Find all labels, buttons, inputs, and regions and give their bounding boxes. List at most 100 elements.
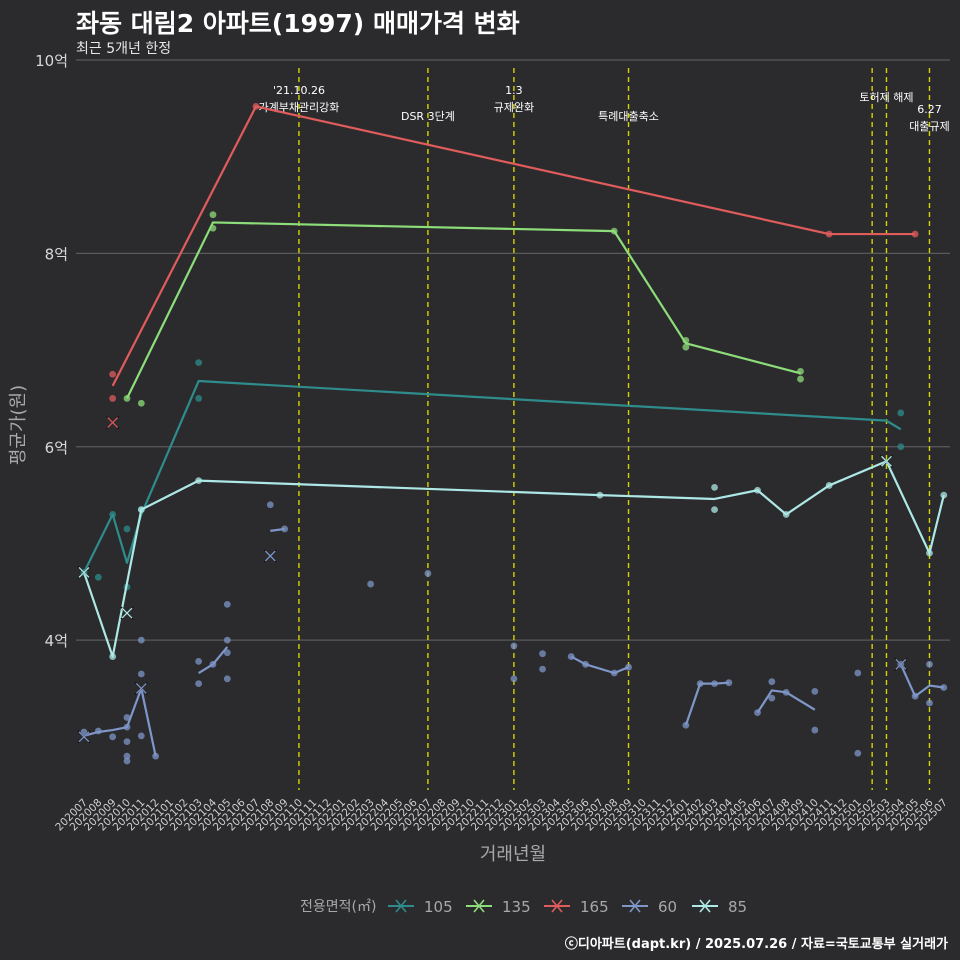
point-60-8 — [137, 670, 145, 678]
legend-key-cross-b — [473, 899, 485, 913]
event-label-202506-0: 6.27 — [917, 103, 942, 116]
series-85 — [77, 454, 948, 660]
cross-165-0 — [106, 416, 120, 430]
legend-item-165: 165 — [544, 898, 609, 916]
y-tick-label-0: 4억 — [45, 632, 68, 650]
cross-stroke-d — [78, 566, 90, 578]
point-60-26 — [539, 665, 546, 673]
event-label-202506-1: 대출규제 — [909, 120, 949, 133]
event-label-202503-0: 토허제 해제 — [859, 90, 913, 104]
cross-stroke-d — [264, 550, 276, 562]
cross-60-1 — [134, 681, 148, 696]
point-60-17 — [223, 649, 231, 657]
point-60-34 — [725, 679, 733, 687]
point-60-21 — [367, 580, 374, 588]
legend-item-85: 85 — [692, 898, 747, 916]
legend: 전용면적(㎡) 105 135 165 60 85 — [300, 898, 747, 916]
x-axis-title: 거래년월 — [480, 844, 546, 865]
legend-label-135: 135 — [502, 898, 531, 916]
point-60-40 — [811, 726, 819, 734]
point-135-8 — [797, 375, 804, 383]
cross-85-1 — [120, 606, 134, 620]
point-60-0 — [80, 728, 88, 736]
point-60-13 — [195, 680, 203, 688]
line-135-0 — [126, 221, 801, 399]
legend-item-60: 60 — [622, 898, 677, 916]
line-60-3 — [570, 655, 629, 675]
point-60-16 — [223, 636, 231, 644]
legend-label-105: 105 — [424, 898, 453, 916]
point-60-19 — [266, 501, 274, 509]
legend-key-cross-b — [395, 899, 407, 913]
legend-label-60: 60 — [658, 898, 677, 916]
chart-footer: ⓒ디아파트(dapt.kr) / 2025.07.26 / 자료=국토교통부 실… — [564, 937, 948, 952]
point-85-4 — [711, 506, 718, 514]
line-60-0 — [83, 687, 157, 757]
cross-60-0 — [77, 730, 91, 744]
series-165 — [106, 103, 919, 430]
chart-title: 좌동 대림2 아파트(1997) 매매가격 변화 — [76, 9, 520, 38]
point-135-1 — [137, 399, 145, 407]
point-60-36 — [768, 678, 776, 686]
series-105 — [80, 359, 905, 591]
point-60-18 — [223, 675, 231, 683]
point-60-45 — [926, 660, 933, 668]
point-60-37 — [768, 694, 776, 702]
cross-60-3 — [894, 657, 908, 671]
legend-item-105: 105 — [388, 898, 453, 916]
line-165-0 — [111, 105, 916, 387]
point-60-25 — [539, 650, 546, 658]
line-60-1 — [198, 646, 229, 674]
cross-stroke-d — [107, 417, 119, 429]
point-105-6 — [195, 359, 203, 367]
line-60-2 — [270, 527, 285, 532]
point-165-0 — [109, 370, 117, 378]
cross-85-0 — [77, 565, 91, 580]
point-85-5 — [711, 483, 718, 491]
line-85-0 — [82, 460, 945, 658]
event-label-202309-0: 특례대출축소 — [598, 110, 659, 123]
event-label-202301-1: 규제완화 — [494, 101, 534, 114]
cross-stroke-d — [881, 455, 892, 467]
point-60-46 — [926, 699, 933, 707]
point-60-6 — [123, 752, 131, 760]
point-60-20 — [281, 525, 289, 533]
point-105-9 — [897, 443, 905, 451]
event-label-202110-1: 가계부채관리강화 — [258, 101, 339, 114]
point-60-7 — [123, 757, 131, 765]
point-60-5 — [123, 738, 131, 746]
point-60-2 — [109, 733, 117, 741]
legend-label-165: 165 — [580, 898, 609, 916]
chart-subtitle: 최근 5개년 한정 — [76, 41, 172, 57]
cross-stroke-d — [135, 683, 147, 694]
point-165-1 — [109, 395, 117, 402]
point-60-23 — [510, 642, 518, 650]
line-60-5 — [756, 689, 816, 714]
point-60-42 — [854, 749, 862, 757]
point-60-22 — [424, 570, 432, 577]
event-label-202110-0: '21.10.26 — [273, 84, 325, 97]
point-60-39 — [811, 687, 819, 695]
y-tick-label-2: 8억 — [45, 245, 68, 263]
line-60-4 — [684, 681, 729, 726]
series-135 — [123, 211, 804, 407]
point-105-8 — [897, 409, 905, 417]
point-60-3 — [123, 714, 131, 721]
point-135-6 — [682, 343, 690, 351]
point-60-10 — [137, 732, 145, 740]
point-135-2 — [209, 211, 217, 219]
event-label-202207-0: DSR 3단계 — [401, 110, 455, 123]
legend-item-135: 135 — [466, 898, 531, 916]
cross-stroke-d — [78, 731, 90, 743]
point-60-9 — [137, 636, 145, 644]
legend-key-cross-b — [699, 899, 711, 913]
line-60-6 — [899, 663, 944, 698]
legend-key-cross-b — [629, 899, 641, 913]
cross-stroke-d — [121, 607, 133, 619]
event-label-202301-0: 1.3 — [505, 84, 523, 97]
y-axis-title: 평균가(원) — [8, 385, 29, 465]
y-tick-label-1: 6억 — [45, 439, 68, 457]
cross-stroke-d — [895, 658, 907, 670]
